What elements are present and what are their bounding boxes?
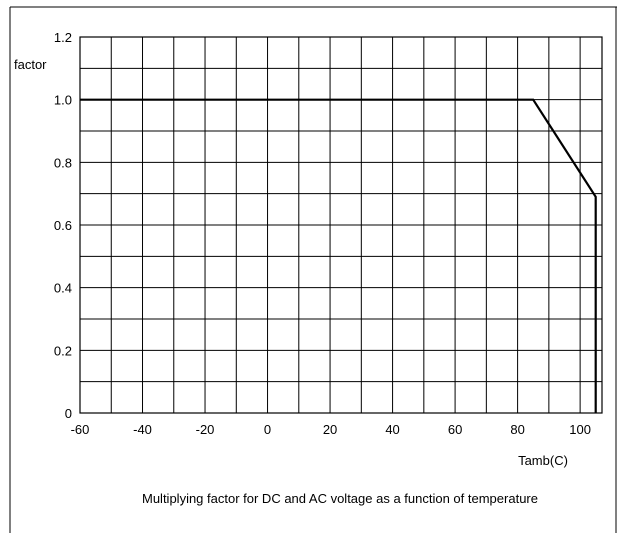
x-tick-label: 40 <box>385 422 399 437</box>
x-axis: -60 -40 -20 0 20 40 60 80 100 <box>71 422 591 437</box>
y-tick-label: 0.8 <box>54 155 72 170</box>
y-axis-label: factor <box>14 57 47 72</box>
x-tick-label: 0 <box>264 422 271 437</box>
y-tick-label: 1.0 <box>54 93 72 108</box>
y-axis: 0 0.2 0.4 0.6 0.8 1.0 1.2 <box>54 30 72 421</box>
y-tick-label: 0.6 <box>54 218 72 233</box>
x-tick-label: 60 <box>448 422 462 437</box>
x-tick-label: -40 <box>133 422 152 437</box>
series-layer <box>80 98 597 413</box>
x-tick-label: 80 <box>510 422 524 437</box>
x-tick-label: -60 <box>71 422 90 437</box>
y-tick-label: 1.2 <box>54 30 72 45</box>
y-tick-label: 0.2 <box>54 343 72 358</box>
y-tick-label: 0 <box>65 406 72 421</box>
series-line <box>80 98 597 413</box>
x-tick-label: 20 <box>323 422 337 437</box>
plot-area <box>79 36 603 414</box>
x-axis-label: Tamb(C) <box>518 453 568 468</box>
y-tick-label: 0.4 <box>54 281 72 296</box>
chart-caption: Multiplying factor for DC and AC voltage… <box>142 491 538 506</box>
x-tick-label: -20 <box>196 422 215 437</box>
x-tick-label: 100 <box>569 422 591 437</box>
grid <box>80 37 602 413</box>
